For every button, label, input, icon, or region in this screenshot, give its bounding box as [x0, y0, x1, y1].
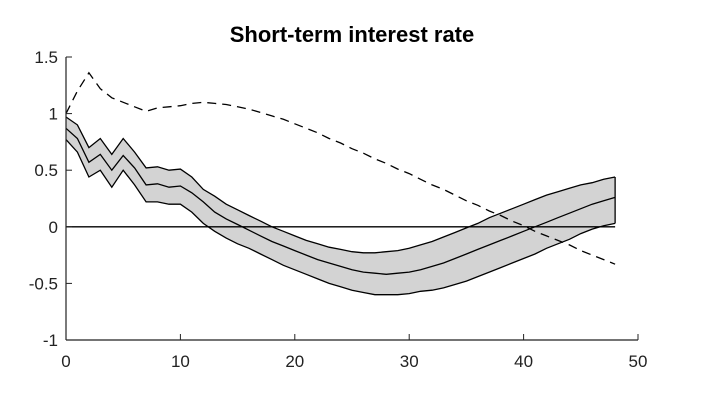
series-band-upper-line	[65, 116, 616, 254]
series-band-lower-line	[65, 139, 616, 296]
x-tick-label: 20	[285, 352, 304, 371]
series-median-line	[65, 127, 616, 275]
series-comparison-line	[65, 71, 616, 265]
y-tick-label: 0.5	[34, 161, 58, 180]
x-tick-label: 10	[171, 352, 190, 371]
x-tick-label: 30	[400, 352, 419, 371]
y-tick-label: 1.5	[34, 48, 58, 67]
y-tick-label: 0	[49, 218, 58, 237]
x-tick-label: 50	[629, 352, 648, 371]
chart-title: Short-term interest rate	[230, 22, 475, 47]
confidence-band	[66, 116, 616, 295]
y-tick-label: -1	[43, 331, 58, 350]
x-tick-label: 0	[61, 352, 70, 371]
y-tick-label: 1	[49, 105, 58, 124]
y-tick-label: -0.5	[29, 274, 58, 293]
x-tick-label: 40	[514, 352, 533, 371]
